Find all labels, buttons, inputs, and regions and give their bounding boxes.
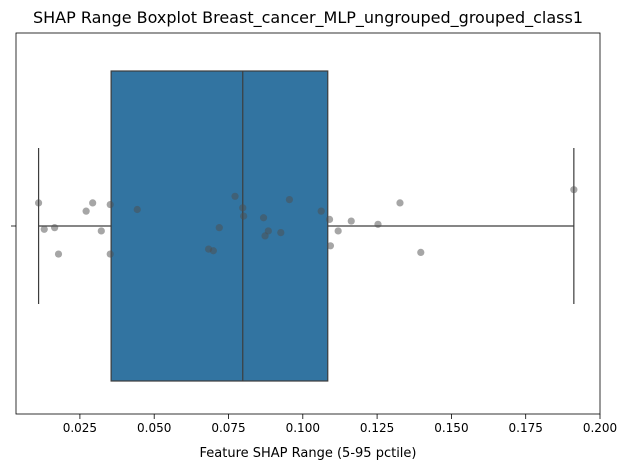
x-tick-label: 0.150: [434, 421, 468, 435]
data-point: [239, 204, 247, 212]
x-tick-label: 0.200: [583, 421, 617, 435]
data-point: [209, 247, 217, 255]
x-tick-label: 0.050: [137, 421, 171, 435]
x-axis: 0.025 0.050 0.075 0.100 0.125 0.150 0.175 0.200: [63, 414, 617, 435]
data-point: [317, 207, 325, 215]
plot-area: [34, 70, 578, 382]
data-point: [215, 224, 223, 232]
data-point: [34, 199, 43, 207]
data-point: [51, 224, 59, 232]
data-point: [570, 186, 578, 194]
data-point: [240, 212, 248, 220]
plot-frame: [15, 32, 601, 415]
data-point: [277, 229, 285, 237]
chart-title: SHAP Range Boxplot Breast_cancer_MLP_ung…: [33, 8, 583, 28]
x-tick-label: 0.100: [286, 421, 320, 435]
data-point: [106, 250, 114, 258]
data-point: [326, 242, 335, 250]
x-tick-label: 0.125: [360, 421, 394, 435]
data-point: [325, 215, 334, 223]
data-point: [334, 227, 342, 235]
x-tick-label: 0.075: [211, 421, 245, 435]
x-tick-label: 0.175: [509, 421, 543, 435]
x-axis-label: Feature SHAP Range (5-95 pctile): [200, 446, 417, 461]
data-point: [106, 200, 114, 209]
data-point: [133, 205, 141, 214]
data-point: [82, 207, 90, 215]
data-point: [285, 196, 294, 204]
data-point: [97, 227, 105, 235]
data-point: [347, 217, 355, 225]
data-point: [231, 192, 239, 200]
x-tick-label: 0.025: [63, 421, 97, 435]
data-point: [264, 227, 272, 235]
data-point: [54, 250, 63, 258]
data-point: [89, 199, 97, 207]
data-point: [40, 225, 48, 233]
data-point: [417, 248, 425, 256]
data-point: [374, 220, 382, 228]
data-point: [259, 214, 268, 222]
data-point: [396, 199, 404, 207]
